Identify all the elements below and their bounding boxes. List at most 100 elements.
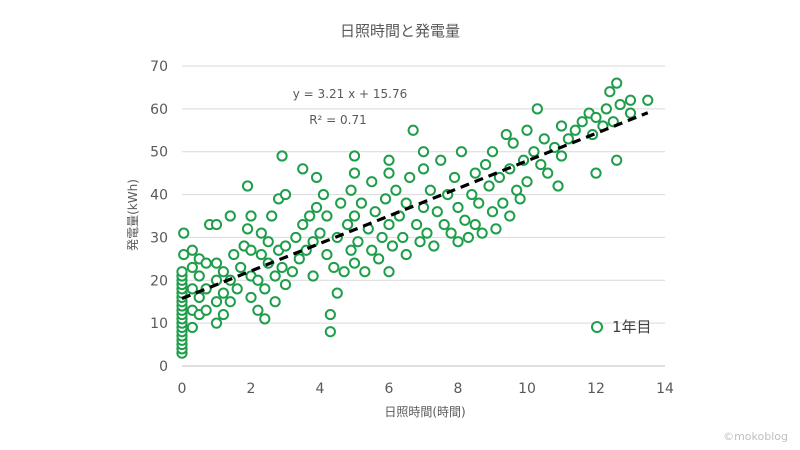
data-point: [355, 197, 367, 209]
data-point: [493, 171, 505, 184]
data-point: [445, 227, 457, 239]
trend-r2: R² = 0.71: [309, 113, 367, 127]
data-point: [473, 197, 485, 209]
data-point: [469, 218, 481, 231]
data-point: [269, 296, 281, 308]
data-point: [417, 146, 430, 158]
data-point: [210, 296, 223, 308]
data-point: [383, 154, 395, 166]
data-point: [428, 240, 440, 252]
y-axis-label: 発電量(kWh): [126, 179, 140, 251]
data-point: [310, 171, 323, 184]
legend-label: 1年目: [612, 318, 652, 336]
data-point: [210, 317, 223, 329]
data-point: [424, 184, 436, 196]
data-point: [228, 248, 240, 261]
x-tick-label: 6: [385, 381, 394, 397]
data-point: [590, 111, 602, 124]
data-point: [217, 287, 229, 299]
data-point: [486, 146, 499, 158]
data-point: [310, 201, 323, 214]
data-point: [400, 248, 412, 261]
data-point: [279, 240, 292, 252]
data-point: [186, 261, 198, 274]
data-point: [383, 218, 395, 231]
data-point: [307, 270, 319, 282]
x-tick-label: 12: [587, 381, 605, 397]
x-tick-labels: 0 2 4 6 8 10 12 14: [178, 381, 674, 397]
data-point: [276, 261, 288, 274]
data-point: [178, 227, 190, 239]
data-point: [528, 146, 540, 158]
data-point: [373, 253, 385, 265]
data-point: [279, 188, 292, 201]
data-point: [314, 227, 326, 239]
chart-title: 日照時間と発電量: [340, 22, 460, 40]
data-point: [452, 236, 464, 248]
data-point: [200, 257, 212, 269]
data-point: [342, 218, 354, 231]
data-point: [390, 184, 402, 196]
data-point: [531, 103, 543, 115]
data-point: [452, 201, 464, 214]
y-tick-label: 60: [150, 102, 168, 118]
data-point: [321, 248, 333, 261]
data-point: [176, 266, 188, 278]
x-tick-label: 8: [454, 381, 463, 397]
data-point: [210, 257, 223, 269]
x-tick-label: 2: [247, 381, 256, 397]
data-point: [486, 206, 499, 218]
data-point: [266, 210, 278, 222]
data-point: [397, 231, 409, 244]
data-point: [476, 227, 488, 239]
data-point: [241, 180, 254, 192]
data-point: [576, 116, 588, 128]
data-point: [542, 167, 554, 179]
data-point: [611, 77, 623, 89]
data-point: [555, 120, 568, 132]
data-point: [231, 283, 243, 295]
data-point: [604, 86, 616, 98]
data-point: [331, 287, 343, 299]
y-tick-label: 0: [159, 359, 168, 375]
data-point: [269, 270, 281, 282]
data-point: [379, 193, 392, 205]
data-point: [279, 278, 292, 291]
data-point: [514, 193, 526, 205]
data-point: [624, 107, 637, 119]
data-point: [411, 218, 423, 231]
data-point: [421, 227, 433, 239]
data-point: [328, 261, 340, 274]
data-point: [259, 313, 271, 325]
data-point: [345, 184, 357, 196]
data-point: [324, 326, 336, 338]
y-tick-label: 30: [150, 230, 168, 246]
data-point: [186, 283, 198, 295]
y-tick-label: 20: [150, 273, 168, 289]
data-point: [555, 150, 568, 162]
data-point: [200, 304, 212, 316]
data-point: [435, 154, 447, 166]
data-point: [490, 223, 502, 235]
data-point: [217, 308, 229, 321]
data-point: [224, 296, 236, 308]
x-tick-label: 10: [518, 381, 536, 397]
data-point: [590, 167, 602, 179]
y-tick-label: 50: [150, 145, 168, 161]
data-point: [466, 188, 478, 201]
data-point: [348, 210, 361, 222]
data-point: [245, 244, 257, 256]
data-point: [210, 218, 223, 231]
data-point: [293, 253, 305, 265]
legend: 1年目: [591, 318, 652, 336]
data-point: [459, 214, 471, 226]
data-point: [535, 158, 547, 171]
data-point: [262, 236, 274, 248]
data-point: [321, 210, 333, 222]
data-point: [255, 227, 267, 239]
data-point: [611, 154, 623, 166]
data-point: [186, 244, 198, 256]
data-point: [252, 304, 264, 316]
data-point: [297, 163, 309, 175]
